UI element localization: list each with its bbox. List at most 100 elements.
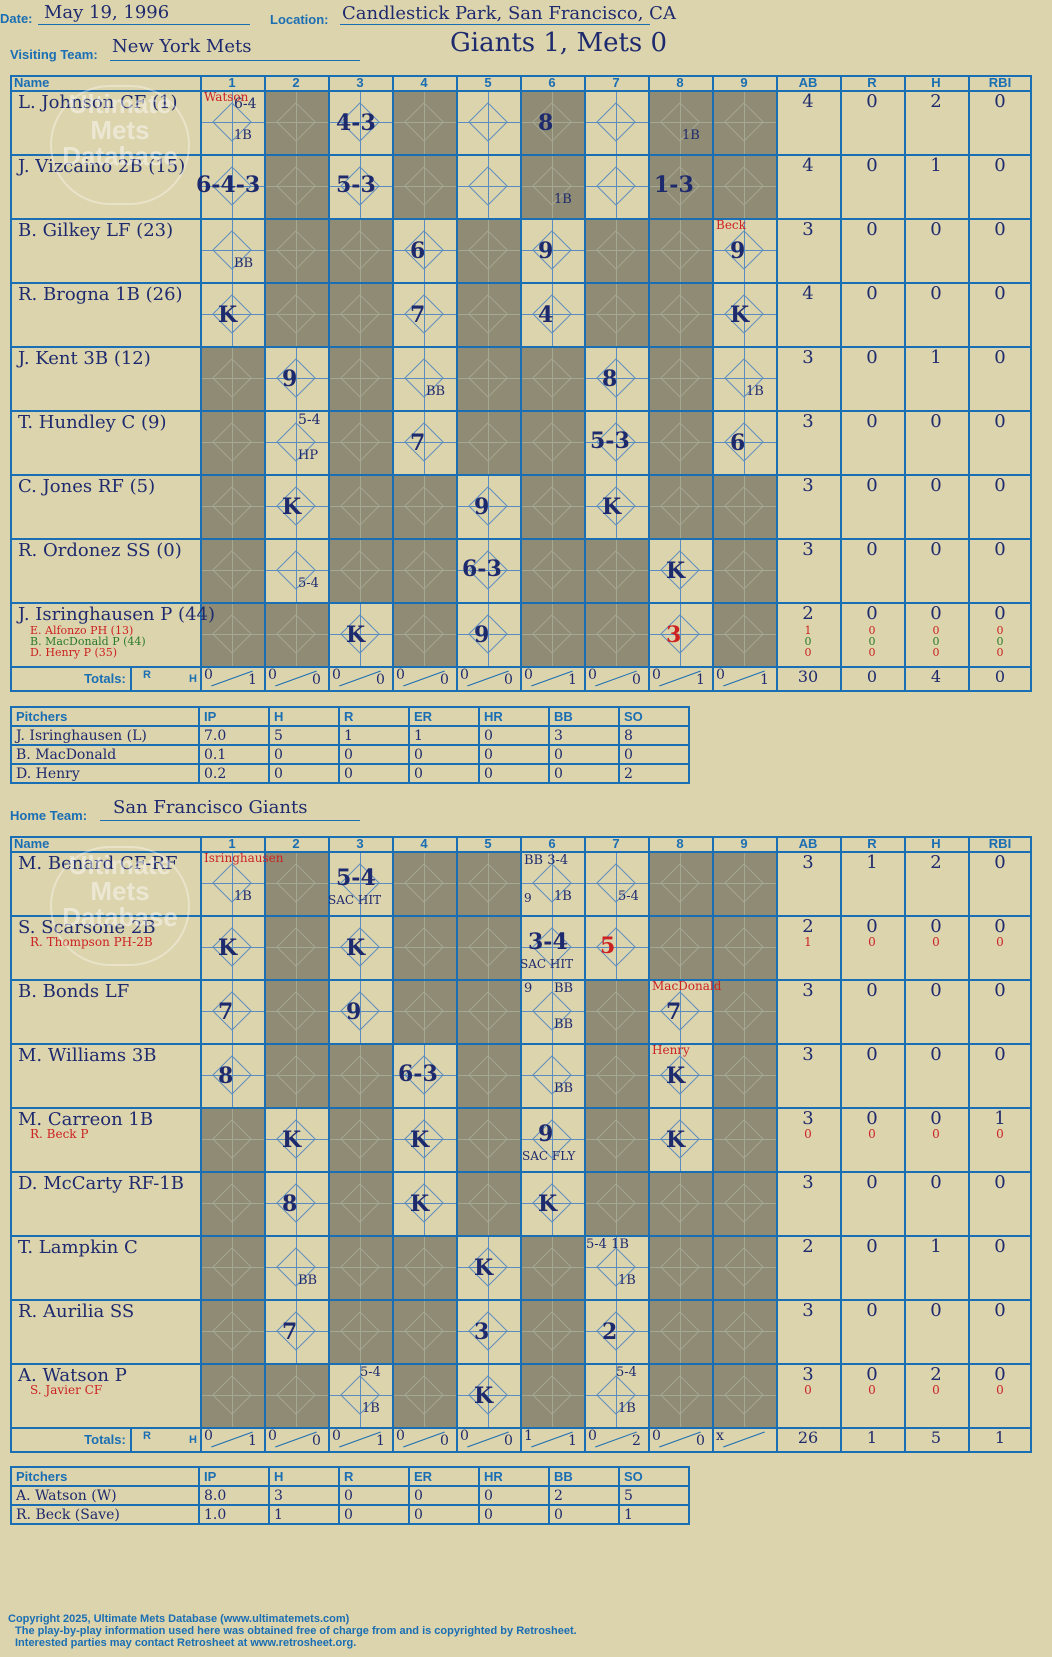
play-notation: 4 [538, 302, 554, 328]
inning-cell [520, 915, 584, 979]
inning-hits: 1 [568, 672, 577, 688]
pitcher-stat: 0 [408, 1504, 480, 1525]
column-header: RBI [988, 836, 1012, 851]
batter-stat: 0 [930, 283, 942, 304]
play-notation: 9 [538, 238, 554, 264]
batter-stat: 0 [994, 155, 1006, 176]
inning-cell [264, 1043, 328, 1107]
inning-cell [712, 154, 776, 218]
inning-cell [648, 1107, 712, 1171]
play-notation: Isringhausen [204, 851, 284, 865]
watermark-logo: Ultimate Mets Database [50, 846, 190, 966]
batter-stat: 0 [866, 91, 878, 112]
inning-cell [264, 1299, 328, 1363]
inning-runs: 0 [204, 667, 213, 683]
inning-cell [520, 602, 584, 666]
column-header: 5 [484, 836, 492, 851]
batter-stat: 0 [994, 1236, 1006, 1257]
batter-stat: 3 [802, 852, 814, 873]
play-notation: 3 [666, 622, 682, 648]
play-notation: 7 [282, 1319, 298, 1345]
substitute-stat: 0 [868, 646, 876, 659]
inning-hits: 0 [696, 1433, 705, 1449]
column-header: 6 [548, 836, 556, 851]
play-notation: K [666, 1127, 686, 1153]
pitcher-stat: 0 [338, 744, 410, 765]
inning-cell [392, 1235, 456, 1299]
inning-cell [392, 538, 456, 602]
batter-stat: 3 [802, 475, 814, 496]
batter-stat: 1 [930, 1236, 942, 1257]
inning-cell [456, 1299, 520, 1363]
column-header: 3 [356, 75, 364, 90]
batter-stat: 0 [866, 219, 878, 240]
batter-stat: 3 [802, 1044, 814, 1065]
footer-retrosheet: The play-by-play information used here w… [15, 1625, 577, 1637]
inning-cell [200, 1107, 264, 1171]
play-notation: 6 [410, 238, 426, 264]
inning-cell [456, 1043, 520, 1107]
totals-label: Totals: [84, 671, 126, 686]
inning-hits: 0 [312, 672, 321, 688]
substitute-name: S. Javier CF [30, 1383, 103, 1397]
inning-cell [712, 851, 776, 915]
inning-cell [328, 1171, 392, 1235]
play-notation: 7 [410, 302, 426, 328]
play-notation: 2 [602, 1319, 618, 1345]
inning-runs: 0 [396, 667, 405, 683]
inning-cell [648, 154, 712, 218]
play-notation: 4-3 [336, 110, 376, 136]
substitute-stat: 0 [868, 1127, 876, 1141]
inning-cell [264, 154, 328, 218]
pitcher-header: ER [408, 706, 480, 727]
play-notation: 8 [602, 366, 618, 392]
inning-hits: 0 [440, 672, 449, 688]
column-header: Name [14, 75, 50, 90]
inning-cell [712, 602, 776, 666]
play-notation: 9 [524, 891, 532, 905]
inning-cell [456, 915, 520, 979]
team-total: 30 [797, 667, 819, 686]
inning-cell [264, 851, 328, 915]
pitcher-stat: 1 [618, 1504, 690, 1525]
inning-cell [264, 1363, 328, 1427]
footer-contact: Interested parties may contact Retroshee… [15, 1637, 357, 1649]
column-header: AB [798, 836, 818, 851]
inning-cell [456, 90, 520, 154]
inning-cell [328, 538, 392, 602]
inning-cell [648, 474, 712, 538]
inning-runs: 0 [588, 667, 597, 683]
inning-cell [648, 1171, 712, 1235]
column-header: H [931, 75, 941, 90]
inning-cell [456, 851, 520, 915]
batter-stat: 0 [866, 155, 878, 176]
batter-stat: 0 [994, 1300, 1006, 1321]
inning-cell [328, 154, 392, 218]
inning-cell [456, 538, 520, 602]
pitcher-header: BB [548, 706, 620, 727]
inning-cell [712, 538, 776, 602]
inning-cell [264, 979, 328, 1043]
batter-stat: 3 [802, 347, 814, 368]
pitcher-stat: 0 [478, 1485, 550, 1506]
inning-cell [200, 154, 264, 218]
play-notation: 9 [474, 494, 490, 520]
column-header: 2 [292, 75, 300, 90]
game-date: May 19, 1996 [44, 2, 170, 23]
inning-cell [264, 538, 328, 602]
inning-cell [520, 538, 584, 602]
inning-cell [456, 1107, 520, 1171]
batter-stat: 0 [930, 475, 942, 496]
inning-cell [520, 474, 584, 538]
inning-hits: 1 [376, 1433, 385, 1449]
home-scorecard: Name 1 2 3 4 5 6 7 8 9 AB R H RBI M. Benard CF-RF 3 1 2 0 S… [10, 836, 1032, 1453]
home-pitchers-table: Pitchers IP H R ER HR BB SO A. Watson (W) 8.0 3 0 0 0… [10, 1466, 690, 1525]
batter-stat: 0 [994, 475, 1006, 496]
column-header: R [867, 75, 877, 90]
column-header: AB [798, 75, 818, 90]
inning-cell [392, 851, 456, 915]
batter-stat: 0 [994, 1044, 1006, 1065]
pitcher-stat: 0.1 [198, 744, 270, 765]
inning-runs: 0 [652, 667, 661, 683]
footer: Copyright 2025, Ultimate Mets Database (… [8, 1613, 577, 1649]
